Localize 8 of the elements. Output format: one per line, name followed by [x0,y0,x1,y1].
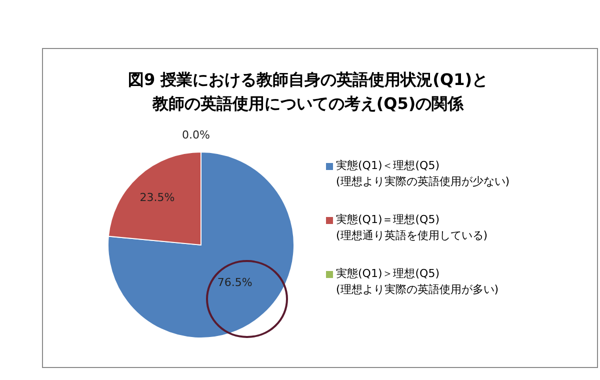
data-label: 76.5% [217,276,252,290]
data-label: 23.5% [140,190,175,204]
pie-slice [108,152,294,338]
legend-label: 実態(Q1)＞理想(Q5) (理想より実際の英語使用が多い) [336,266,499,298]
chart-title: 図9 授業における教師自身の英語使用状況(Q1)と教師の英語使用についての考え(Q5)の関係 [127,69,489,115]
legend-label: 実態(Q1)＜理想(Q5) (理想より実際の英語使用が少ない) [336,158,510,190]
text: 0.0% [182,128,210,142]
legend-label: 実態(Q1)＝理想(Q5) (理想通り英語を使用している) [336,212,488,244]
